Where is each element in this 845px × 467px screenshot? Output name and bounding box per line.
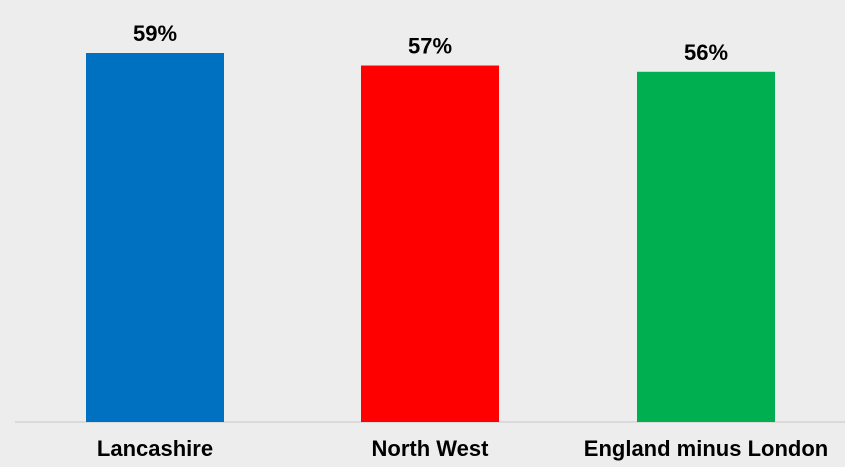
bar-england-minus-london [637,71,775,423]
data-label-lancashire: 59% [133,21,177,46]
data-label-north-west: 57% [408,34,452,59]
x-tick-label-england-minus-london: England minus London [584,436,828,461]
x-tick-label-lancashire: Lancashire [97,436,213,461]
data-labels-layer: 59% 57% 56% [133,21,728,65]
x-tick-labels-layer: Lancashire North West England minus London [97,436,828,461]
bars-layer [86,53,775,423]
bar-north-west [361,65,499,423]
bar-lancashire [86,53,224,423]
x-tick-label-north-west: North West [372,436,490,461]
data-label-england-minus-london: 56% [684,40,728,65]
